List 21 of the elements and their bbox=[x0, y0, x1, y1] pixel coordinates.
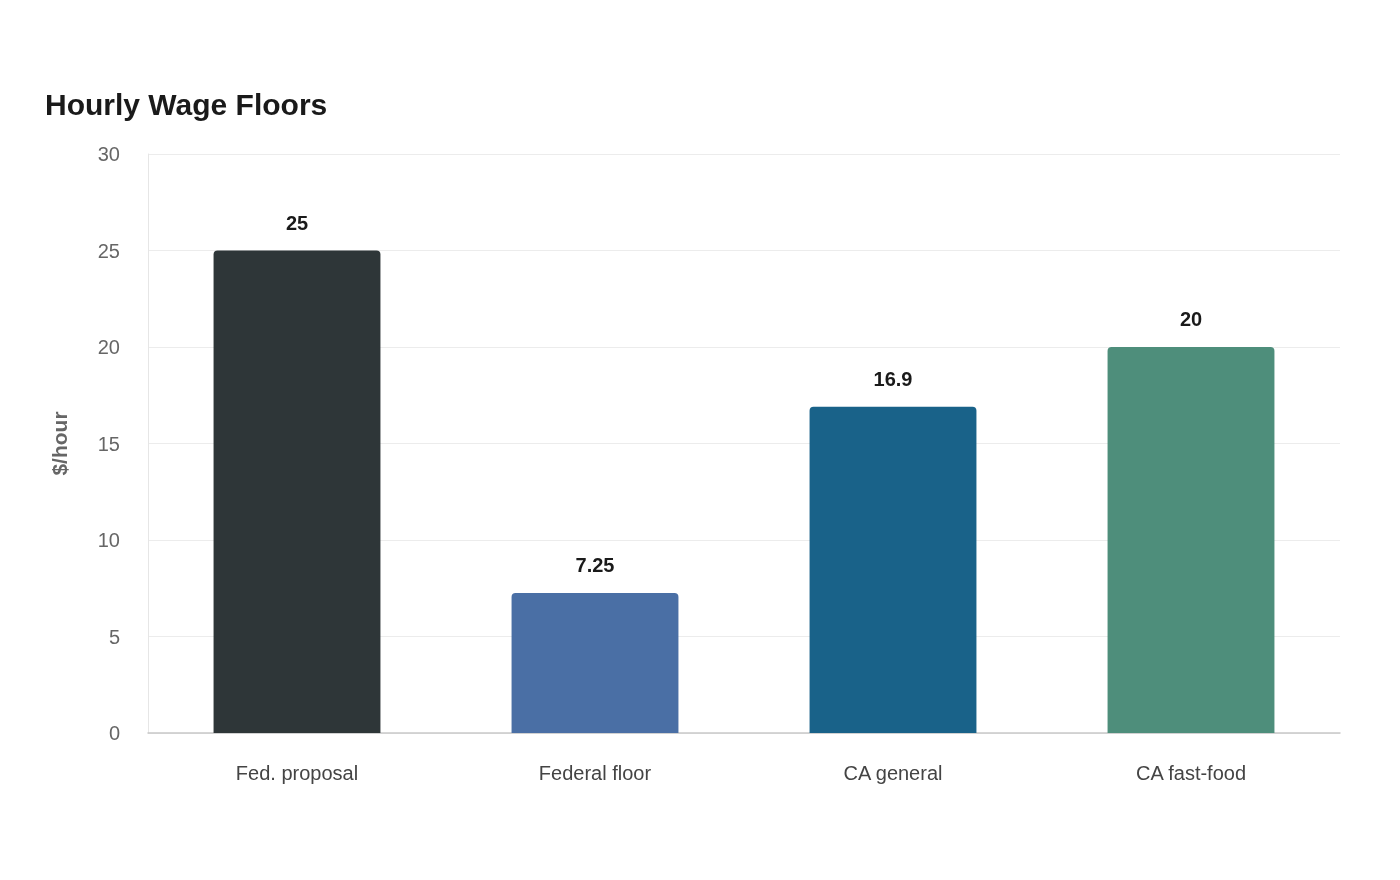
data-label: 25 bbox=[285, 211, 309, 234]
chart-title: Hourly Wage Floors bbox=[45, 87, 328, 121]
y-tick-label: 15 bbox=[97, 432, 120, 455]
y-tick-label: 30 bbox=[97, 143, 120, 165]
y-tick-label: 0 bbox=[108, 722, 120, 744]
x-tick-label: CA general bbox=[843, 762, 943, 784]
data-label: 20 bbox=[1179, 308, 1203, 330]
bar bbox=[809, 406, 977, 733]
x-tick-label: Fed. proposal bbox=[235, 762, 359, 784]
y-tick-label: 5 bbox=[108, 625, 120, 648]
data-label: 16.9 bbox=[873, 367, 913, 390]
bar bbox=[213, 250, 381, 733]
x-tick-label: Federal floor bbox=[538, 762, 652, 784]
y-tick-label: 20 bbox=[97, 336, 120, 358]
bar bbox=[1107, 347, 1275, 733]
bar bbox=[511, 593, 679, 733]
data-label: 7.25 bbox=[575, 554, 615, 577]
y-axis-title: $/hour bbox=[48, 411, 71, 476]
y-tick-label: 25 bbox=[97, 239, 120, 262]
x-tick-label: CA fast-food bbox=[1135, 762, 1247, 784]
y-tick-label: 10 bbox=[97, 529, 120, 551]
